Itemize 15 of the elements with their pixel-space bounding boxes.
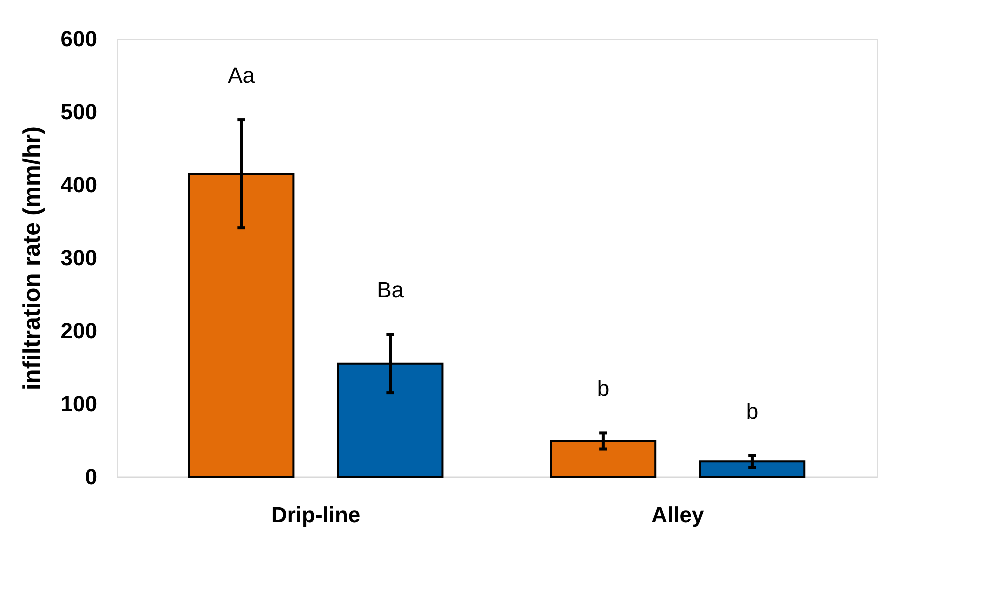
x-tick-label: Alley xyxy=(652,502,706,528)
y-tick-label: 600 xyxy=(60,26,98,52)
bar xyxy=(699,460,806,478)
annotation: b xyxy=(746,398,759,424)
y-tick-label: 0 xyxy=(85,464,98,490)
x-tick-label: Drip-line xyxy=(271,502,361,528)
y-axis-title: infiltration rate (mm/hr) xyxy=(18,126,46,391)
y-tick-label: 300 xyxy=(60,246,98,270)
y-tick-label: 100 xyxy=(60,392,98,416)
annotation: Ba xyxy=(377,278,405,303)
annotation: b xyxy=(597,376,610,402)
y-tick-label: 400 xyxy=(60,172,98,198)
y-tick-label: 500 xyxy=(60,100,98,124)
annotation: Aa xyxy=(228,63,256,88)
y-tick-label: 200 xyxy=(60,318,98,344)
